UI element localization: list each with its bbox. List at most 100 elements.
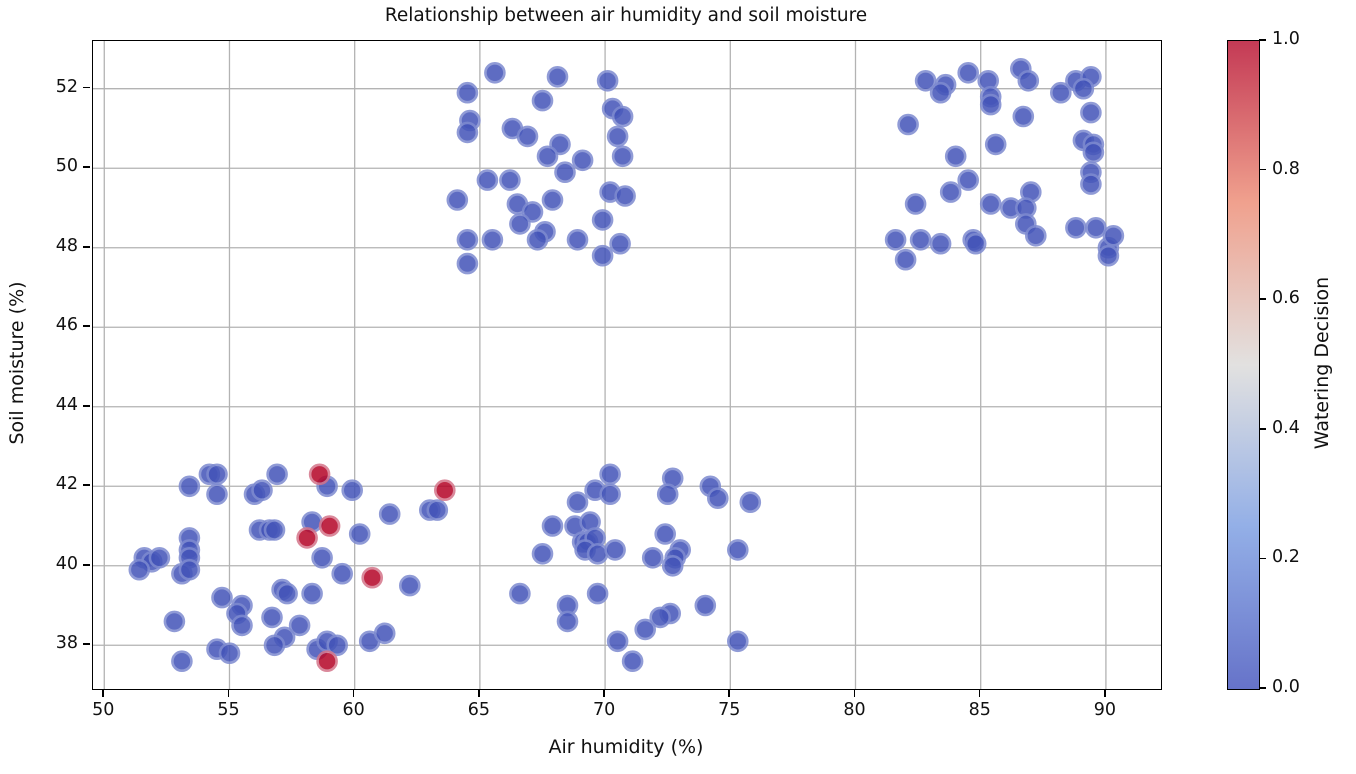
- data-point: [433, 479, 456, 502]
- data-point: [263, 634, 286, 657]
- data-point: [1102, 225, 1125, 247]
- data-point: [621, 650, 644, 673]
- data-point: [456, 81, 479, 104]
- data-point: [656, 483, 679, 506]
- data-point: [499, 169, 521, 191]
- colorbar-tick-label: 0.8: [1272, 158, 1300, 179]
- data-point: [509, 213, 531, 235]
- data-point: [1065, 217, 1087, 239]
- data-point: [654, 523, 677, 545]
- data-point: [611, 145, 634, 168]
- data-point: [541, 515, 564, 537]
- data-point: [571, 149, 594, 172]
- y-tick-label: 46: [55, 315, 78, 336]
- data-point: [661, 554, 684, 577]
- data-point: [1017, 69, 1040, 92]
- colorbar-tick: [1259, 557, 1267, 560]
- data-point: [311, 546, 333, 569]
- x-axis-tick: [478, 689, 480, 697]
- data-point: [1024, 225, 1047, 247]
- x-tick-label: 85: [968, 700, 991, 720]
- y-tick-label: 38: [55, 633, 78, 654]
- data-point: [566, 491, 589, 514]
- colorbar: [1227, 40, 1260, 690]
- y-axis-tick: [83, 86, 91, 89]
- data-point: [1049, 81, 1072, 104]
- data-point: [649, 606, 672, 629]
- y-axis-tick: [83, 563, 91, 566]
- data-point: [348, 523, 371, 545]
- data-point: [596, 69, 619, 92]
- data-point: [541, 189, 564, 211]
- colorbar-label: Watering Decision: [1311, 276, 1333, 450]
- data-point: [308, 463, 331, 486]
- data-point: [939, 181, 962, 203]
- data-point: [599, 483, 621, 506]
- x-axis-tick: [603, 689, 605, 697]
- data-point: [884, 229, 907, 251]
- x-tick-label: 65: [467, 700, 491, 720]
- data-point: [341, 479, 364, 502]
- data-point: [546, 65, 569, 88]
- data-point: [231, 614, 253, 637]
- x-axis-tick: [853, 689, 856, 697]
- y-axis-tick: [83, 404, 91, 407]
- data-point: [296, 527, 318, 549]
- data-point: [944, 145, 967, 168]
- x-axis-tick: [728, 689, 731, 697]
- y-axis-tick: [83, 325, 91, 328]
- y-axis-tick: [83, 166, 91, 168]
- x-axis-tick: [978, 689, 981, 697]
- data-point: [964, 232, 987, 255]
- data-point: [171, 650, 193, 673]
- data-point: [476, 169, 499, 191]
- data-point: [1080, 101, 1102, 124]
- data-point: [516, 125, 539, 148]
- x-tick-label: 70: [592, 700, 616, 720]
- data-point: [206, 483, 228, 506]
- colorbar-tick-label: 1.0: [1272, 29, 1300, 49]
- y-tick-label: 42: [55, 474, 78, 495]
- colorbar-tick-label: 0.2: [1272, 547, 1300, 568]
- data-point: [914, 69, 937, 92]
- y-axis-label: Soil moisture (%): [6, 281, 28, 445]
- data-point: [726, 630, 749, 653]
- colorbar-tick: [1259, 168, 1267, 171]
- data-point: [481, 229, 504, 251]
- colorbar-tick-label: 0.0: [1272, 677, 1300, 697]
- data-point: [586, 542, 609, 565]
- data-point: [398, 574, 421, 597]
- data-point: [266, 463, 288, 486]
- data-point: [909, 229, 932, 251]
- data-point: [288, 614, 311, 637]
- x-tick-label: 90: [1093, 700, 1117, 720]
- data-point: [1097, 244, 1120, 267]
- data-point: [706, 487, 729, 510]
- data-point: [361, 566, 384, 589]
- data-point: [531, 542, 554, 565]
- data-point: [566, 229, 589, 251]
- data-point: [641, 546, 664, 569]
- y-axis-tick: [83, 643, 91, 646]
- data-point: [326, 634, 348, 657]
- data-point: [599, 463, 621, 486]
- data-point: [979, 93, 1002, 116]
- data-point: [957, 61, 980, 84]
- data-point: [1085, 217, 1107, 239]
- data-point: [526, 229, 549, 251]
- y-tick-label: 50: [55, 156, 78, 177]
- data-point: [694, 594, 717, 617]
- data-point: [426, 499, 449, 521]
- x-axis-tick: [352, 689, 355, 697]
- x-tick-label: 80: [843, 700, 866, 720]
- y-tick-label: 44: [55, 394, 78, 415]
- data-point: [929, 81, 952, 104]
- data-point: [446, 189, 469, 211]
- data-point: [276, 582, 298, 605]
- data-point: [611, 105, 634, 128]
- chart-title: Relationship between air humidity and so…: [384, 5, 868, 26]
- data-point: [1072, 77, 1095, 100]
- data-point: [251, 479, 273, 502]
- colorbar-tick-label: 0.4: [1272, 417, 1300, 438]
- data-point: [929, 232, 952, 255]
